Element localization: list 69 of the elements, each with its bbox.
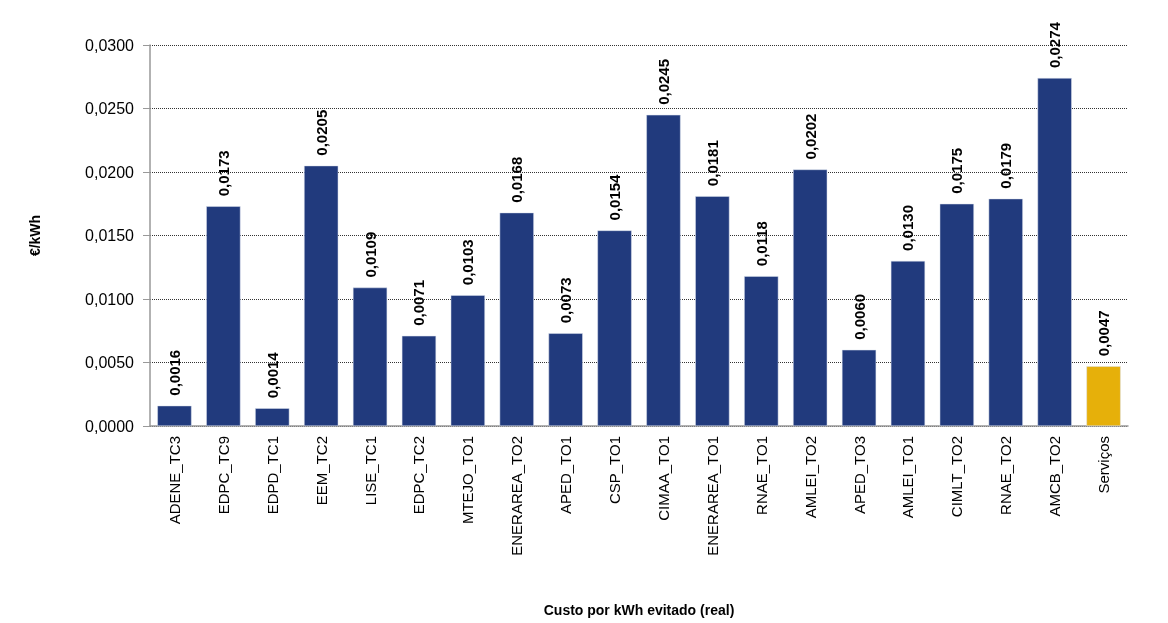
y-tick-label: 0,0000 [85,417,135,435]
bar [548,333,583,426]
data-label: 0,0202 [801,113,819,160]
x-tick-label: CIMAA_TO1 [654,436,672,521]
data-label: 0,0060 [850,293,868,340]
data-label: 0,0179 [997,142,1015,189]
y-tick-label: 0,0150 [85,227,135,244]
x-tick-label: EDPC_TC2 [410,436,428,515]
data-label: 0,0109 [361,231,379,278]
bar [744,276,779,426]
bar [206,206,241,426]
x-tick-label: EDPD_TC1 [263,436,281,515]
bar [157,405,192,426]
x-tick-label: CIMLT_TO2 [948,436,966,518]
bar [695,196,730,426]
bar [450,295,485,426]
x-tick-label: RNAE_TO1 [752,436,770,515]
x-tick-label: LISE_TC1 [361,436,379,506]
x-tick-label: AMLEI_TO1 [899,436,917,519]
bar [1037,78,1072,426]
data-label: 0,0168 [508,156,526,203]
x-tick-label: RNAE_TO2 [997,436,1015,515]
data-label: 0,0014 [263,351,281,399]
data-label: 0,0245 [654,58,672,105]
data-label: 0,0274 [1046,21,1064,69]
data-label: 0,0205 [312,109,330,156]
x-tick-label: CSP_TO1 [606,436,624,505]
x-axis-title: Custo por kWh evitado (real) [543,602,735,618]
bar [890,260,926,426]
bar [1086,366,1121,426]
y-axis-title: €/kWh [27,214,43,257]
bar [255,408,290,426]
x-tick-label: EEM_TC2 [312,436,330,506]
x-tick-label: APED_TO3 [850,436,868,515]
y-tick-label: 0,0200 [85,163,135,181]
data-label: 0,0016 [165,349,183,396]
bar [597,230,632,426]
bar [646,114,681,426]
bar [841,349,877,426]
data-label: 0,0073 [557,277,575,324]
data-label: 0,0047 [1095,310,1113,357]
data-label: 0,0173 [214,150,232,197]
data-label: 0,0118 [752,221,770,267]
bar [793,169,828,426]
data-label: 0,0154 [606,173,624,221]
bar [304,165,339,426]
data-label: 0,0175 [948,147,966,194]
bar [939,203,974,426]
y-tick-label: 0,0250 [85,100,135,117]
bar [352,287,388,426]
data-label: 0,0130 [899,205,917,251]
x-tick-label: ADENE_TC3 [165,436,183,525]
y-tick-label: 0,0100 [85,290,135,308]
x-tick-label: Serviços [1095,436,1113,494]
x-tick-label: ENERAREA_TO1 [703,436,721,556]
bar [499,212,534,426]
x-tick-label: ENERAREA_TO2 [508,436,526,556]
data-label: 0,0181 [703,140,721,187]
x-tick-label: MTEJO_TO1 [459,436,477,525]
y-tick-label: 0,0300 [85,36,135,54]
y-tick-label: 0,0050 [85,354,135,371]
data-label: 0,0071 [410,279,428,326]
x-tick-label: AMLEI_TO2 [801,436,819,519]
data-label: 0,0103 [459,239,477,286]
x-tick-label: AMCB_TO2 [1046,436,1064,517]
bar [988,198,1023,426]
x-tick-label: EDPC_TC9 [214,436,232,515]
bar [401,335,437,426]
x-tick-label: APED_TO1 [557,436,575,515]
